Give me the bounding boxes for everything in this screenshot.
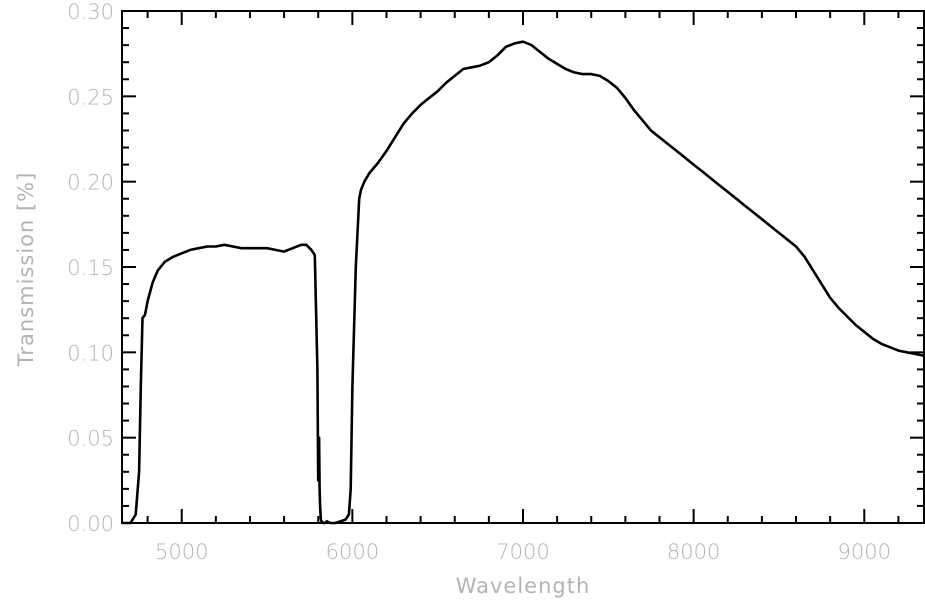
y-tick-label: 0.20: [67, 171, 114, 195]
y-tick-label: 0.05: [67, 427, 114, 451]
transmission-curve: [122, 40, 925, 525]
x-tick-label: 6000: [326, 540, 379, 564]
y-tick-label: 0.10: [67, 341, 114, 365]
y-tick-label: 0.00: [67, 512, 114, 536]
y-axis-title: Transmission [%]: [14, 172, 38, 368]
x-tick-label: 5000: [155, 540, 208, 564]
y-tick-label: 0.30: [67, 0, 114, 24]
axis-ticks: [122, 10, 924, 524]
tick-labels: 5000 6000 7000 8000 9000 0.00 0.05 0.10 0.15 0.20…: [67, 0, 891, 564]
x-axis-title: Wavelength: [456, 574, 591, 598]
x-tick-label: 9000: [838, 540, 891, 564]
plot-frame: [121, 10, 925, 524]
y-tick-label: 0.25: [67, 85, 114, 109]
y-tick-label: 0.15: [67, 256, 114, 280]
x-tick-label: 8000: [667, 540, 720, 564]
x-tick-label: 7000: [496, 540, 549, 564]
